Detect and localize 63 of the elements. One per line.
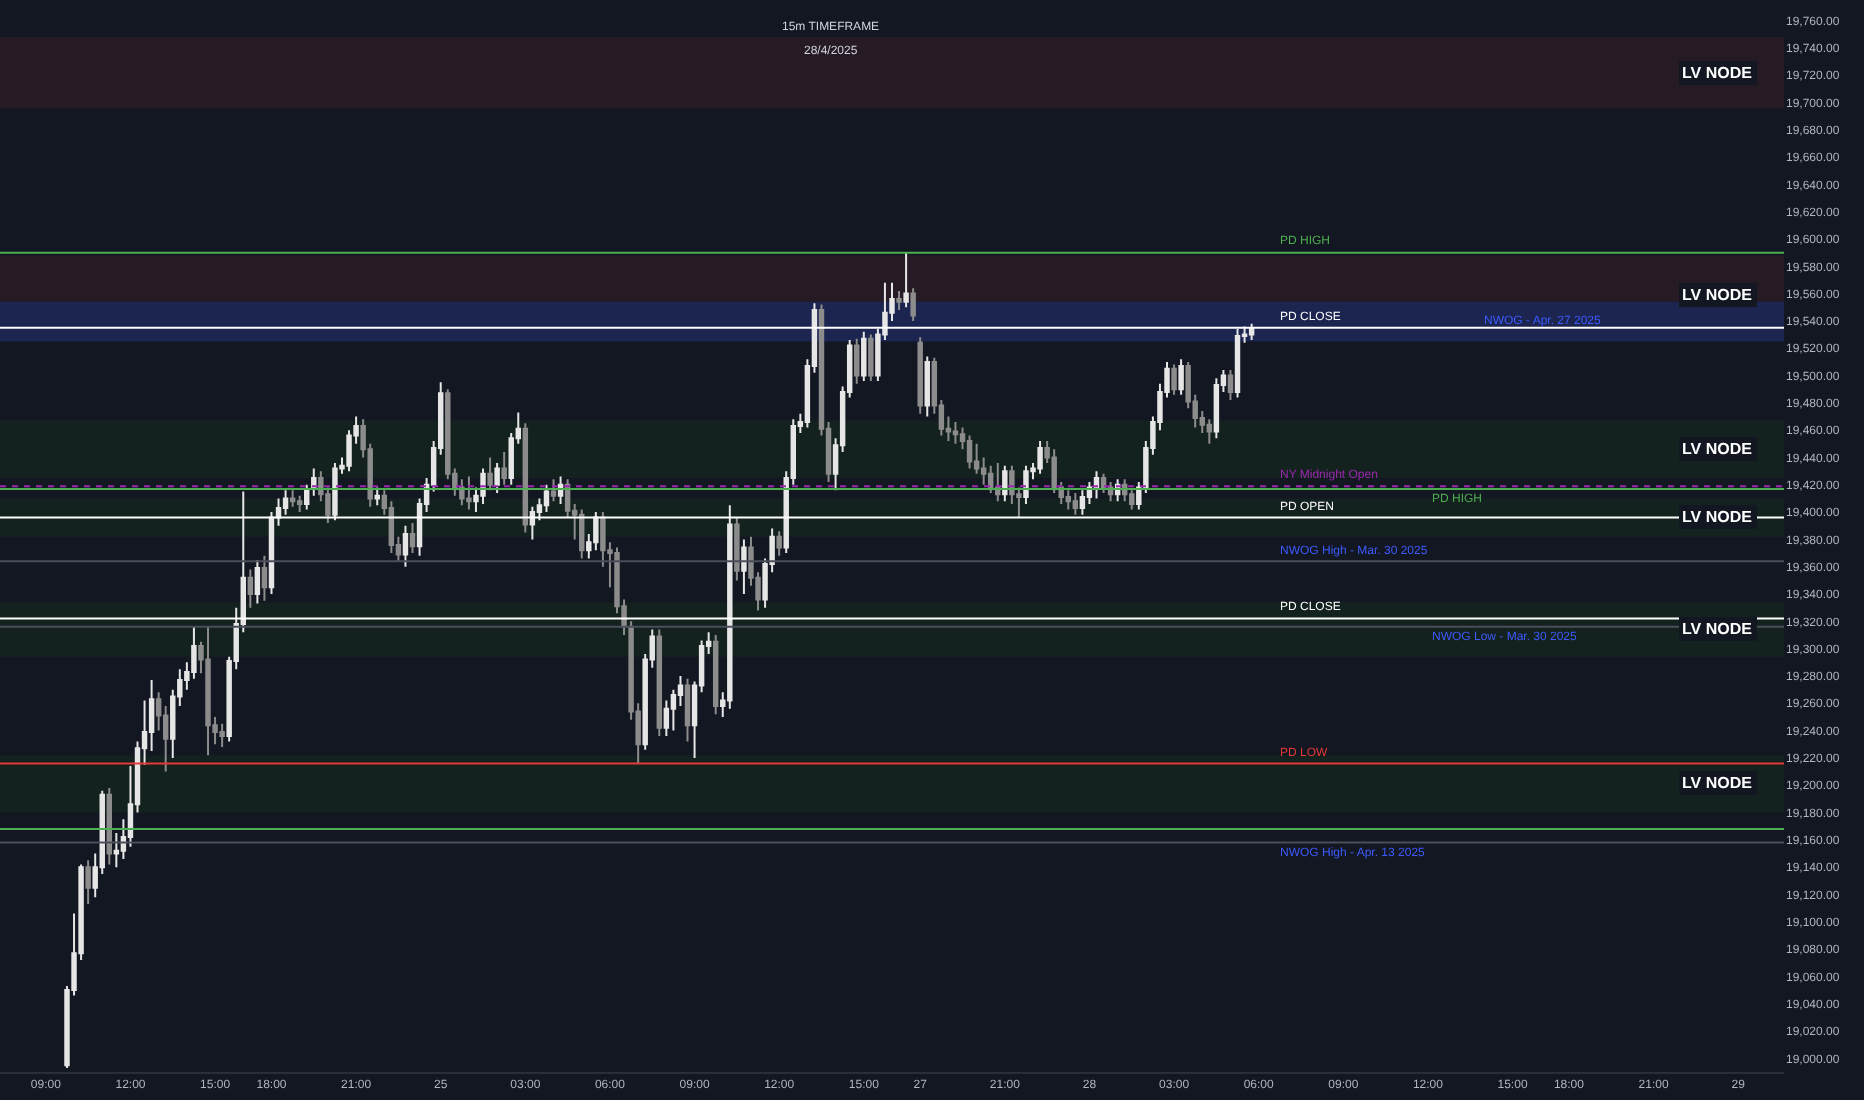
- candlestick: [296, 494, 303, 514]
- candlestick: [466, 475, 472, 511]
- candlestick: [1079, 489, 1086, 516]
- candlestick: [205, 625, 211, 757]
- candlestick: [1072, 491, 1079, 516]
- candlestick: [917, 336, 923, 415]
- candlestick: [593, 511, 599, 552]
- candlestick: [868, 333, 874, 382]
- candlestick: [1002, 464, 1008, 503]
- candlestick: [1037, 440, 1043, 475]
- band-label: LV NODE: [1682, 774, 1754, 792]
- candlestick: [1213, 377, 1220, 440]
- candlestick: [106, 786, 113, 866]
- candlestick: [261, 554, 268, 602]
- candlestick: [275, 497, 282, 527]
- candlestick: [550, 478, 557, 503]
- candlestick: [1171, 363, 1177, 396]
- candlestick: [776, 530, 782, 557]
- candlestick: [854, 337, 860, 385]
- candlestick: [487, 456, 493, 492]
- candlestick: [1093, 470, 1100, 500]
- candlestick: [543, 483, 550, 514]
- candlestick: [684, 677, 691, 743]
- candlestick: [910, 287, 916, 322]
- candlestick: [409, 522, 416, 555]
- candlestick: [1248, 322, 1255, 342]
- candlestick: [952, 420, 959, 445]
- candlestick: [924, 355, 930, 418]
- candlestick: [1234, 328, 1241, 399]
- candlestick: [861, 330, 867, 382]
- candlestick: [529, 505, 536, 541]
- candlestick: [1206, 418, 1213, 445]
- candlestick: [988, 464, 994, 494]
- candlestick: [579, 508, 585, 560]
- candlestick: [85, 859, 91, 906]
- candlestick: [501, 451, 507, 486]
- candlestick: [402, 524, 409, 568]
- band-label: LV NODE: [1682, 620, 1754, 638]
- candlestick: [289, 489, 296, 508]
- band-label: LV NODE: [1682, 440, 1754, 458]
- candlestick: [734, 516, 740, 582]
- candlestick: [1023, 464, 1029, 505]
- band-label: LV NODE: [1682, 64, 1754, 82]
- candlestick: [656, 628, 663, 738]
- candlestick: [219, 722, 225, 748]
- candlestick: [522, 422, 529, 534]
- candlestick: [247, 568, 254, 609]
- candlestick: [557, 475, 564, 505]
- candlestick: [332, 461, 338, 522]
- candlestick: [741, 538, 747, 596]
- band-label: LV NODE: [1682, 508, 1754, 526]
- candlestick: [966, 434, 973, 470]
- candlestick: [1227, 369, 1234, 402]
- band-label: LV NODE: [1682, 286, 1754, 304]
- candlestick: [494, 461, 500, 494]
- candlestick: [727, 504, 733, 710]
- candlestick: [1065, 489, 1072, 511]
- candlestick: [896, 289, 902, 311]
- candlestick: [1178, 358, 1184, 396]
- candlestick: [712, 634, 719, 716]
- candlestick: [903, 251, 909, 309]
- candlestick: [254, 558, 261, 605]
- candlestick: [374, 486, 380, 507]
